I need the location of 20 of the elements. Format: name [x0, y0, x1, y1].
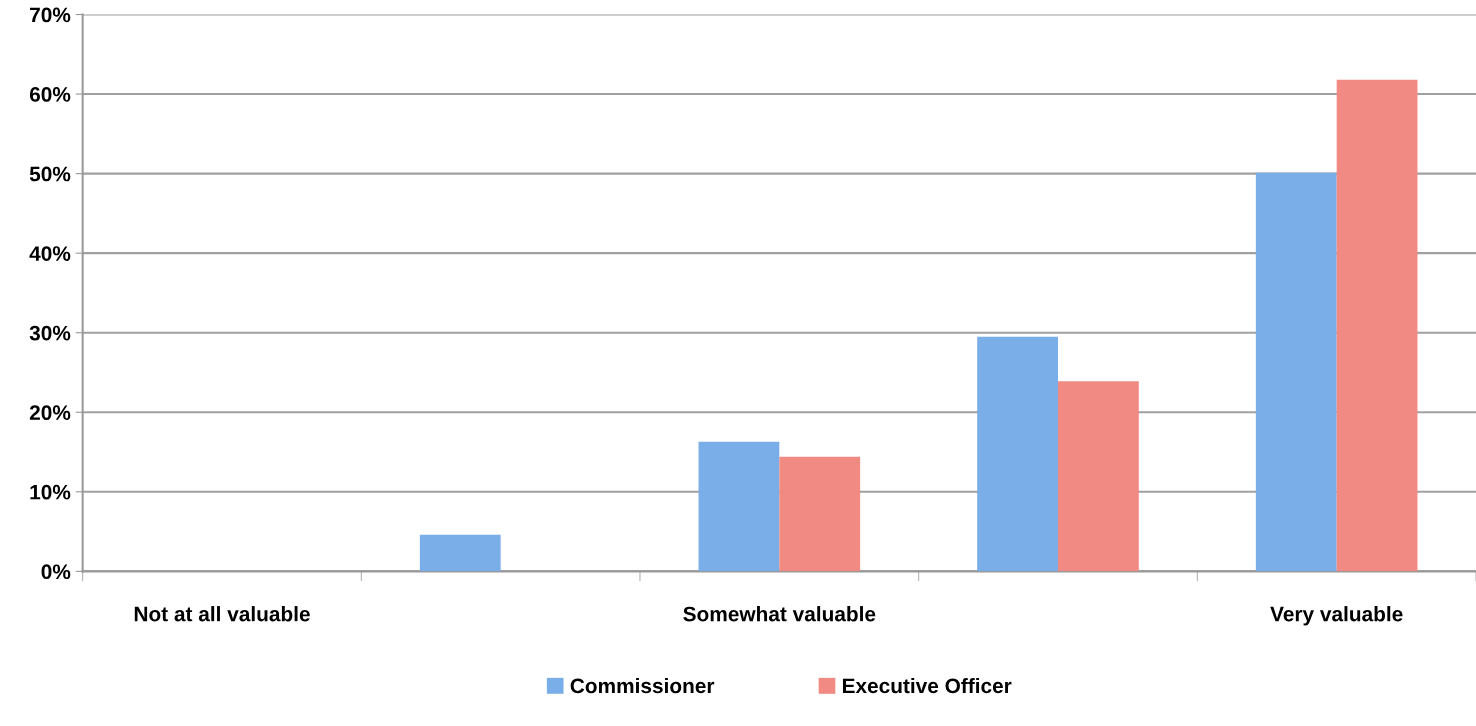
y-tick-label: 50%: [29, 166, 71, 182]
legend-label: Commissioner: [570, 677, 715, 694]
legend-label: Executive Officer: [842, 677, 1012, 694]
bar: [419, 534, 501, 572]
y-tick-label: 0%: [41, 564, 71, 580]
bar: [698, 441, 780, 572]
y-tick-label: 10%: [30, 484, 71, 500]
y-tick-label: 30%: [29, 325, 71, 341]
x-tick-label: Not at all valuable: [134, 606, 310, 622]
bar: [779, 456, 861, 572]
y-tick-label: 20%: [29, 405, 71, 421]
y-tick-label: 70%: [30, 7, 71, 23]
bar: [1336, 79, 1418, 572]
bar: [1255, 172, 1337, 572]
y-tick-label: 40%: [29, 246, 71, 261]
x-tick-label: Somewhat valuable: [683, 606, 876, 622]
y-tick-label: 60%: [29, 87, 71, 102]
bar: [977, 336, 1058, 572]
x-tick-label: Very valuable: [1270, 606, 1403, 626]
bar: [1058, 381, 1139, 572]
